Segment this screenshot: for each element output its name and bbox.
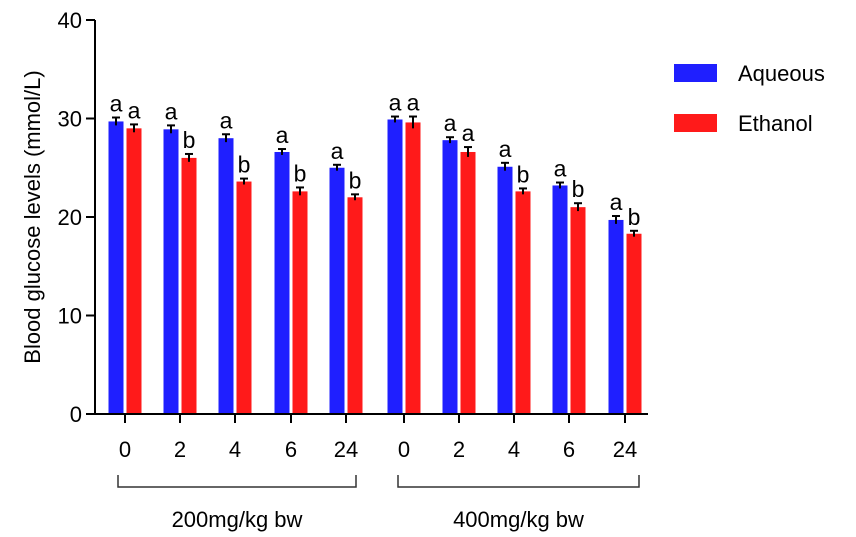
- bar-aqueous-9: [608, 219, 624, 414]
- bar-ethanol-1: [181, 157, 197, 414]
- x-tick-label: 2: [174, 437, 186, 462]
- error-bar-aqueous-2: [222, 133, 230, 143]
- bar-ethanol-9: [626, 233, 642, 414]
- bar-ethanol-3: [292, 191, 308, 414]
- x-tick-label: 4: [229, 437, 241, 462]
- group-label: 200mg/kg bw: [172, 507, 303, 532]
- error-bar-aqueous-9: [612, 215, 620, 224]
- bar-aqueous-7: [497, 166, 513, 414]
- error-bar-aqueous-3: [278, 148, 286, 155]
- significance-letter: a: [407, 90, 420, 116]
- error-bar-aqueous-1: [167, 124, 175, 134]
- y-tick-label: 30: [58, 107, 82, 132]
- error-bar-ethanol-8: [574, 202, 582, 212]
- x-tick-label: 6: [285, 437, 297, 462]
- significance-letter: a: [165, 98, 178, 124]
- significance-letter: a: [610, 189, 623, 215]
- significance-letter: a: [128, 97, 141, 123]
- bar-ethanol-0: [126, 128, 142, 414]
- group-bracket: [117, 475, 357, 488]
- significance-letter: a: [276, 122, 289, 148]
- x-tick-label: 0: [119, 437, 131, 462]
- bar-aqueous-1: [163, 129, 179, 414]
- significance-letter: a: [444, 110, 457, 136]
- significance-letter: b: [349, 167, 362, 193]
- error-bar-aqueous-0: [112, 116, 120, 126]
- significance-letter: b: [572, 176, 585, 202]
- significance-letter: b: [517, 161, 530, 187]
- error-bar-aqueous-8: [556, 181, 564, 189]
- error-bar-aqueous-7: [501, 161, 509, 171]
- x-tick-label: 4: [508, 437, 520, 462]
- bar-ethanol-2: [236, 181, 252, 414]
- error-bar-ethanol-7: [519, 187, 527, 195]
- bar-aqueous-2: [218, 138, 234, 414]
- x-tick-label: 6: [563, 437, 575, 462]
- error-bar-ethanol-2: [240, 177, 248, 185]
- significance-letter: a: [110, 91, 123, 117]
- error-bar-ethanol-6: [464, 146, 472, 157]
- y-tick-label: 0: [70, 402, 82, 427]
- bar-aqueous-8: [552, 185, 568, 414]
- bar-ethanol-8: [570, 207, 586, 414]
- bar-aqueous-5: [387, 119, 403, 415]
- y-tick-label: 10: [58, 304, 82, 329]
- significance-letter: b: [294, 160, 307, 186]
- error-bar-ethanol-1: [185, 152, 193, 162]
- significance-letter: a: [331, 138, 344, 164]
- bar-aqueous-6: [442, 140, 458, 415]
- bar-aqueous-4: [329, 167, 345, 414]
- legend-swatch-ethanol: [674, 114, 717, 132]
- bar-aqueous-3: [274, 151, 290, 415]
- x-tick-label: 2: [453, 437, 465, 462]
- significance-letter: b: [183, 127, 196, 153]
- error-bar-ethanol-0: [130, 123, 138, 133]
- significance-letter: b: [238, 152, 251, 178]
- significance-letter: a: [499, 136, 512, 162]
- error-bar-aqueous-4: [333, 163, 341, 171]
- x-tick-label: 24: [334, 437, 358, 462]
- significance-letter: a: [389, 90, 402, 116]
- significance-letter: a: [554, 156, 567, 182]
- legend-label-aqueous: Aqueous: [738, 61, 825, 86]
- error-bar-ethanol-5: [409, 115, 417, 129]
- x-tick-label: 24: [613, 437, 637, 462]
- legend-swatch-aqueous: [674, 64, 717, 82]
- bar-ethanol-6: [460, 151, 476, 415]
- y-axis-title: Blood glucose levels (mmol/L): [20, 70, 45, 363]
- group-label: 400mg/kg bw: [453, 507, 584, 532]
- significance-letter: b: [628, 204, 641, 230]
- legend-label-ethanol: Ethanol: [738, 111, 813, 136]
- y-tick-label: 20: [58, 205, 82, 230]
- bar-ethanol-4: [347, 197, 363, 414]
- error-bar-aqueous-5: [391, 115, 399, 123]
- bar-aqueous-0: [108, 121, 124, 414]
- bar-ethanol-5: [405, 122, 421, 414]
- group-bracket: [397, 475, 640, 488]
- x-tick-label: 0: [398, 437, 410, 462]
- bar-ethanol-7: [515, 191, 531, 414]
- significance-letter: a: [220, 107, 233, 133]
- error-bar-ethanol-4: [351, 193, 359, 201]
- significance-letter: a: [462, 120, 475, 146]
- error-bar-ethanol-9: [630, 229, 638, 237]
- y-tick-label: 40: [58, 8, 82, 33]
- error-bar-aqueous-6: [446, 136, 454, 144]
- error-bar-ethanol-3: [296, 186, 304, 196]
